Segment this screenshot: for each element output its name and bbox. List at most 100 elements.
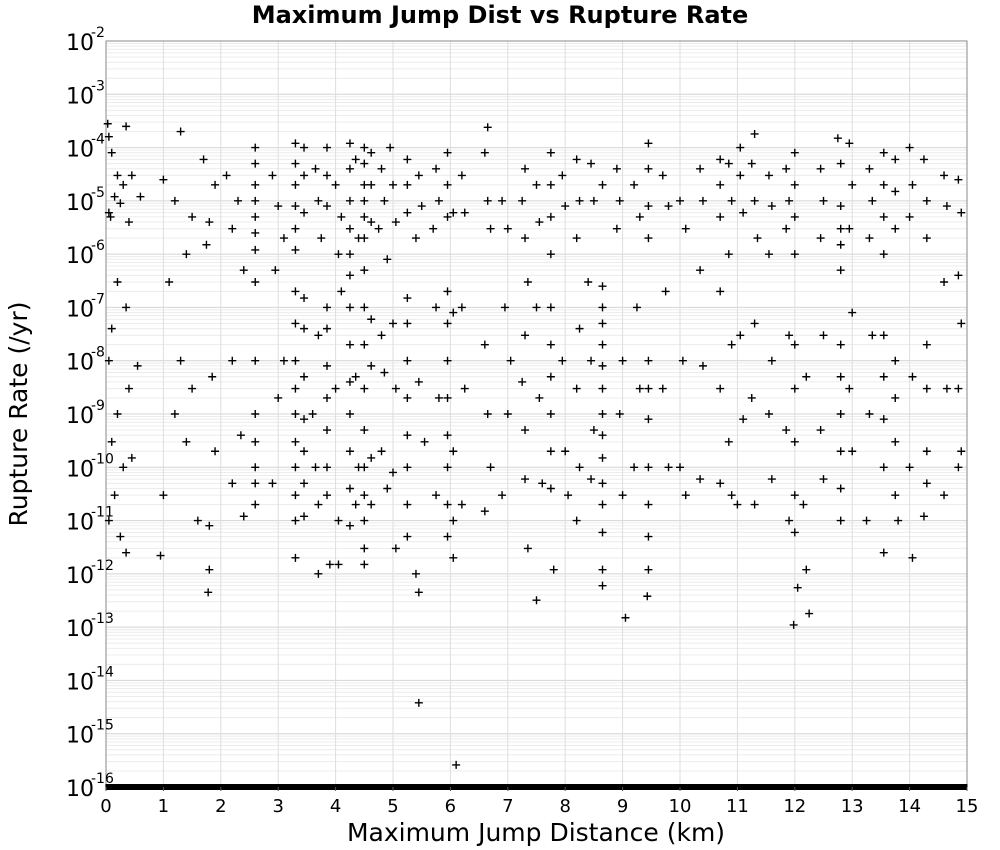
data-point: [345, 340, 354, 349]
data-point: [644, 532, 653, 541]
y-tick-exponent: -4: [91, 132, 105, 148]
data-point: [584, 278, 593, 287]
data-point: [251, 245, 260, 254]
data-point: [587, 159, 596, 168]
data-point: [891, 155, 900, 164]
data-point: [300, 208, 309, 217]
data-point: [360, 491, 369, 500]
data-point: [251, 212, 260, 221]
data-point: [523, 278, 532, 287]
scatter-points: [103, 119, 968, 790]
data-point: [716, 384, 725, 393]
data-point: [764, 410, 773, 418]
data-point: [546, 484, 555, 493]
data-point: [696, 266, 705, 275]
data-point: [589, 426, 598, 435]
data-point: [575, 463, 584, 472]
data-point: [386, 143, 395, 152]
data-point: [836, 410, 845, 418]
data-point: [848, 180, 857, 189]
data-point: [300, 143, 309, 152]
data-point: [314, 331, 323, 340]
data-point: [644, 202, 653, 211]
data-point: [836, 202, 845, 211]
y-tick-exponent: -13: [91, 611, 114, 627]
data-point: [432, 491, 441, 500]
data-point: [635, 212, 644, 221]
data-point: [802, 565, 811, 574]
data-point: [790, 437, 799, 446]
data-point: [239, 512, 248, 521]
data-point: [251, 437, 260, 446]
data-point: [403, 532, 412, 541]
data-point: [612, 164, 621, 173]
data-point: [598, 282, 607, 291]
x-tick-label: 14: [898, 796, 921, 817]
data-point: [133, 361, 142, 370]
data-point: [532, 180, 541, 189]
data-point: [389, 180, 397, 189]
data-point: [716, 155, 725, 164]
data-point: [367, 500, 376, 509]
data-point: [136, 192, 145, 201]
data-point: [572, 384, 581, 393]
data-point: [104, 132, 113, 141]
data-point: [836, 159, 845, 168]
data-point: [291, 224, 300, 233]
data-point: [598, 581, 607, 590]
data-point: [367, 315, 376, 324]
data-point: [845, 139, 854, 148]
data-point: [234, 196, 243, 205]
data-point: [345, 521, 354, 530]
data-point: [411, 569, 420, 578]
data-point: [868, 331, 877, 340]
data-point: [521, 331, 530, 340]
data-point: [561, 202, 570, 211]
data-point: [658, 384, 667, 393]
data-point: [954, 175, 963, 184]
data-point: [498, 196, 507, 205]
data-point: [546, 148, 555, 157]
data-point: [432, 164, 441, 173]
data-point: [483, 196, 492, 205]
data-point: [110, 192, 119, 201]
data-point: [805, 609, 814, 618]
data-point: [322, 202, 331, 211]
data-point: [367, 180, 376, 189]
data-point: [113, 278, 122, 287]
data-point: [351, 155, 360, 164]
data-point: [460, 208, 469, 217]
data-point: [790, 528, 799, 537]
data-point: [836, 516, 845, 525]
data-point: [345, 303, 354, 312]
data-point: [598, 528, 607, 537]
x-tick-label: 7: [502, 796, 513, 817]
data-point: [443, 431, 452, 440]
data-point: [176, 356, 185, 365]
data-point: [498, 491, 507, 500]
data-point: [345, 250, 354, 259]
x-axis-ticks: 0 1 2 3 4 5 6 7 8 9 10 11 12 13 14 15: [100, 787, 978, 817]
data-point: [575, 324, 584, 333]
y-tick-exponent: -10: [91, 451, 114, 467]
data-point: [845, 384, 854, 393]
data-point: [716, 479, 725, 488]
data-point: [228, 356, 237, 365]
data-point: [836, 484, 845, 493]
data-point: [251, 180, 260, 189]
data-point: [919, 512, 928, 521]
data-point: [879, 212, 888, 221]
x-tick-label: 0: [100, 796, 111, 817]
data-point: [360, 340, 369, 349]
y-tick-exponent: -15: [91, 718, 114, 734]
data-point: [291, 516, 300, 525]
data-point: [417, 202, 426, 211]
data-point: [322, 491, 331, 500]
y-tick-label: 10: [66, 351, 94, 376]
data-point: [836, 224, 845, 233]
data-point: [767, 202, 776, 211]
data-point: [113, 410, 122, 418]
data-point: [449, 447, 458, 456]
data-point: [836, 240, 845, 249]
data-point: [598, 303, 607, 312]
